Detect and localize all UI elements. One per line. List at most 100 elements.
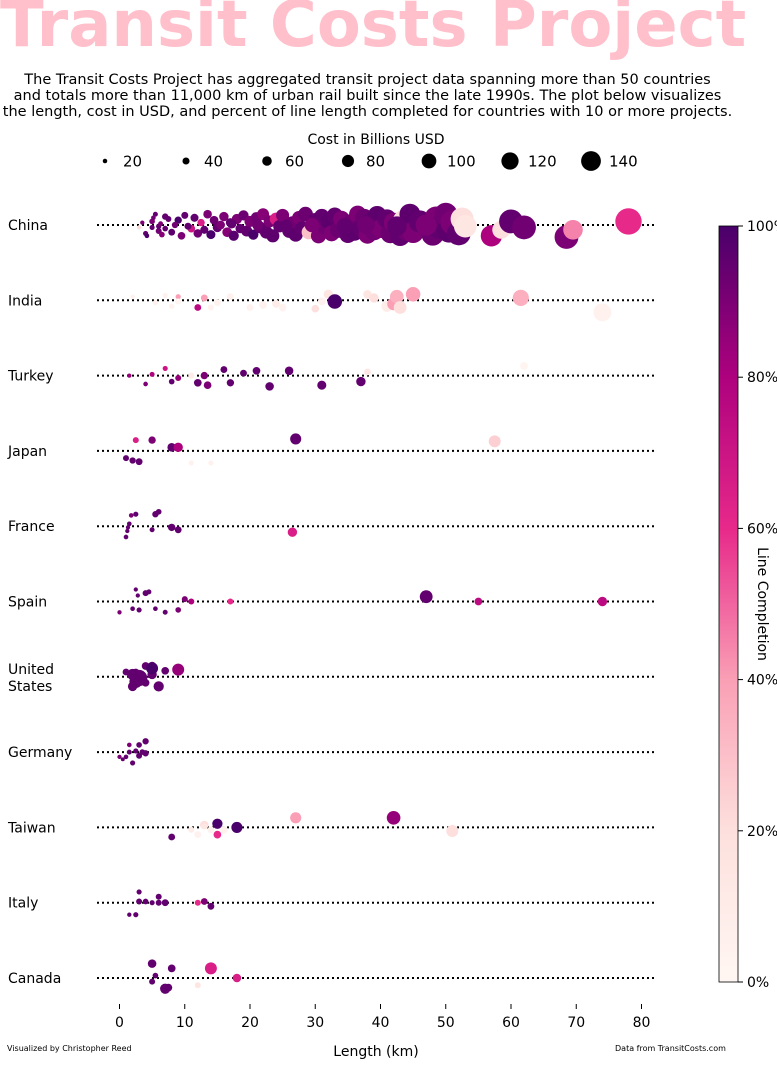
- data-point: [311, 304, 320, 313]
- data-point: [184, 222, 192, 230]
- data-point: [512, 215, 536, 240]
- data-point: [446, 825, 459, 837]
- country-label-line: United: [8, 662, 54, 678]
- country-label: Turkey: [7, 369, 54, 385]
- size-legend-label: 40: [204, 153, 223, 171]
- data-point: [208, 460, 214, 466]
- size-legend-marker: [581, 151, 601, 171]
- data-point: [194, 899, 201, 906]
- data-point: [453, 214, 477, 238]
- data-point: [216, 220, 225, 230]
- data-point: [615, 208, 642, 235]
- data-point: [248, 229, 259, 240]
- data-point: [147, 959, 157, 968]
- data-point: [290, 433, 302, 445]
- country-label-line: China: [8, 218, 48, 234]
- data-point: [155, 893, 162, 900]
- data-point: [136, 225, 142, 230]
- data-point: [200, 371, 208, 380]
- colorbar: 0% 20% 40% 60% 80% 100%: [718, 219, 777, 991]
- data-point: [488, 435, 501, 448]
- country-label: Taiwan: [7, 820, 56, 836]
- data-point: [158, 221, 164, 227]
- data-point: [146, 589, 152, 595]
- data-point: [203, 381, 212, 390]
- data-point: [188, 460, 194, 466]
- data-point: [259, 301, 267, 309]
- data-point: [197, 218, 205, 227]
- data-point: [168, 523, 176, 532]
- data-point: [155, 899, 162, 906]
- data-point: [419, 590, 433, 604]
- x-tick-label: 70: [567, 1015, 585, 1031]
- size-legend-marker: [421, 153, 437, 169]
- data-point: [159, 231, 165, 238]
- data-point: [171, 221, 179, 229]
- data-point: [127, 912, 132, 917]
- subtitle-line-1: The Transit Costs Project has aggregated…: [24, 72, 711, 88]
- data-point: [148, 436, 156, 444]
- country-label-line: Canada: [8, 971, 61, 987]
- country-label: Italy: [8, 896, 38, 912]
- data-point: [141, 678, 150, 687]
- data-point: [126, 742, 132, 748]
- data-point: [167, 964, 176, 973]
- country-label-line: Italy: [8, 896, 38, 912]
- subtitle: The Transit Costs Project has aggregated…: [0, 72, 735, 120]
- country-label: Germany: [8, 745, 72, 761]
- data-point: [130, 294, 135, 299]
- data-point: [212, 818, 223, 829]
- country-label-line: India: [8, 293, 42, 309]
- data-point: [204, 962, 217, 975]
- data-point: [188, 826, 195, 833]
- data-point: [128, 513, 134, 518]
- data-point: [117, 754, 122, 760]
- size-legend-label: 100: [447, 153, 476, 171]
- data-point: [226, 379, 235, 387]
- data-point: [136, 889, 142, 895]
- data-point: [512, 289, 529, 306]
- data-point: [563, 220, 583, 240]
- data-point: [389, 289, 404, 304]
- data-point: [287, 527, 298, 537]
- data-point: [151, 215, 156, 221]
- subtitle-line-2: and totals more than 11,000 km of urban …: [13, 88, 722, 104]
- data-point: [190, 213, 199, 222]
- data-point: [142, 738, 149, 745]
- data-point: [165, 216, 172, 222]
- x-tick-label: 50: [437, 1015, 455, 1031]
- data-point: [132, 437, 139, 444]
- data-point: [152, 211, 158, 217]
- data-point: [168, 378, 175, 385]
- data-point: [152, 300, 158, 306]
- data-point: [393, 301, 407, 314]
- data-point: [133, 748, 139, 754]
- data-point: [130, 606, 135, 612]
- size-legend-label: 120: [528, 153, 557, 171]
- data-point: [175, 294, 181, 300]
- data-point: [246, 304, 254, 311]
- data-point: [152, 972, 159, 979]
- country-label-line: Spain: [8, 595, 47, 611]
- data-point: [153, 681, 164, 692]
- data-point: [188, 372, 195, 379]
- data-point: [213, 830, 222, 839]
- data-point: [207, 902, 215, 910]
- data-point: [133, 587, 138, 592]
- data-point: [252, 219, 264, 231]
- data-point: [193, 229, 203, 238]
- data-point: [126, 521, 132, 527]
- data-point: [173, 442, 183, 452]
- data-point: [129, 457, 136, 464]
- data-point: [174, 526, 182, 534]
- data-point: [149, 978, 156, 985]
- data-point: [135, 458, 143, 466]
- x-tick-label: 20: [241, 1015, 259, 1031]
- size-legend-marker: [262, 156, 272, 166]
- data-point: [415, 214, 437, 236]
- data-point: [405, 287, 421, 302]
- country-label: China: [8, 218, 48, 234]
- data-point: [209, 215, 219, 225]
- data-point: [201, 823, 208, 830]
- data-point: [266, 229, 280, 243]
